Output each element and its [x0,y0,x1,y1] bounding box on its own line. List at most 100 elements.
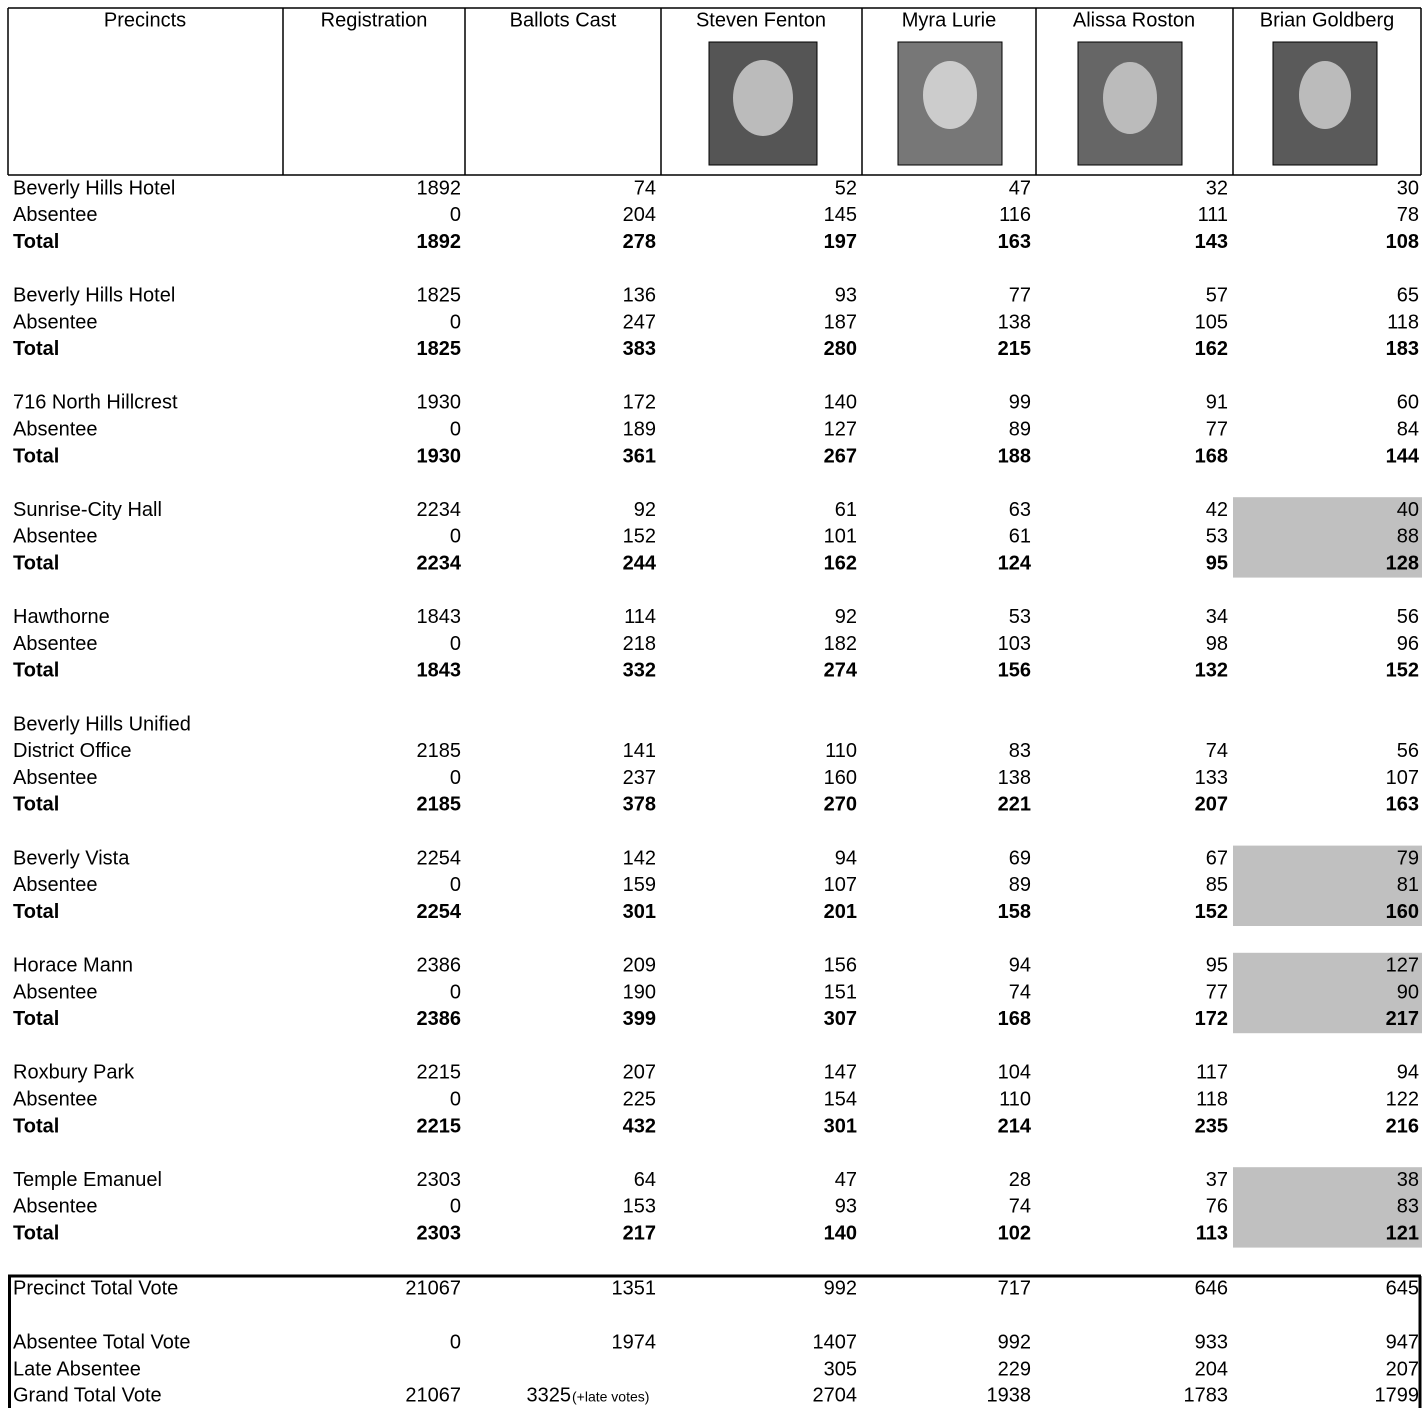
cell-value: 163 [998,231,1031,253]
column-header: Brian Goldberg [1260,9,1395,31]
cell-value: 79 [1397,847,1419,869]
cell-value: 108 [1386,231,1419,253]
cell-value: 2254 [417,847,462,869]
cell-value: 83 [1009,740,1031,762]
cell-value: 2215 [417,1062,462,1084]
cell-value: 2215 [417,1115,462,1137]
row-label: Absentee [13,204,98,226]
cell-value: 91 [1206,392,1228,414]
row-label: Horace Mann [13,954,133,976]
cell-value: 74 [1009,981,1031,1003]
cell-value: 2254 [417,901,462,923]
cell-value: 201 [824,901,857,923]
cell-value: 158 [998,901,1031,923]
cell-value: 1407 [813,1331,858,1353]
cell-value: 98 [1206,633,1228,655]
cell-value: 216 [1386,1115,1419,1137]
cell-value: 645 [1386,1277,1419,1299]
cell-value: 94 [835,847,857,869]
cell-value: 136 [623,284,656,306]
cell-value: 646 [1195,1277,1228,1299]
cell-value: 237 [623,767,656,789]
cell-value: 107 [1386,767,1419,789]
cell-value: 111 [1198,204,1228,226]
cell-value: 301 [623,901,656,923]
cell-value: 0 [450,526,461,548]
cell-value: 1843 [417,660,462,682]
cell-value: 207 [623,1062,656,1084]
cell-value: 217 [623,1222,656,1244]
cell-value: 190 [623,981,656,1003]
cell-value: 99 [1009,392,1031,414]
cell-value: 301 [824,1115,857,1137]
cell-value: 187 [824,311,857,333]
cell-value: 229 [998,1358,1031,1380]
cell-value: 56 [1397,740,1419,762]
cell-value: 121 [1386,1222,1419,1244]
cell-value: 61 [1009,526,1031,548]
cell-value: 116 [999,204,1031,226]
column-header: Precincts [104,9,186,31]
cell-value: 152 [1195,901,1228,923]
cell-value: 101 [824,526,857,548]
cell-value: 2234 [417,552,462,574]
row-label: Total [13,660,59,682]
cell-value: 141 [623,740,656,762]
cell-value: 133 [1195,767,1228,789]
cell-value: 92 [634,499,656,521]
cell-value: 3325 [527,1384,572,1406]
row-label: Absentee [13,1088,98,1110]
cell-value: 74 [634,177,656,199]
cell-value: 89 [1009,874,1031,896]
cell-value: 1892 [417,231,462,253]
cell-value: 432 [623,1115,656,1137]
cell-value: 2386 [417,1008,462,1030]
cell-value: 1938 [987,1384,1032,1406]
cell-value: 0 [450,874,461,896]
cell-value: 81 [1397,874,1419,896]
cell-value: 221 [998,794,1031,816]
cell-value: 1783 [1184,1384,1229,1406]
cell-value: 144 [1386,445,1420,467]
cell-value: 28 [1009,1169,1031,1191]
cell-value: 197 [824,231,857,253]
row-label: Hawthorne [13,606,110,628]
cell-value: 21067 [405,1384,461,1406]
cell-value: 225 [623,1088,656,1110]
cell-value: 114 [624,606,656,628]
cell-value: 88 [1397,526,1419,548]
cell-value: 118 [1387,311,1419,333]
cell-value: 274 [824,660,858,682]
row-label: Absentee [13,874,98,896]
cell-value: 138 [998,767,1031,789]
cell-value: 118 [1196,1088,1228,1110]
cell-value: 89 [1009,418,1031,440]
cell-value: 147 [824,1062,857,1084]
cell-value: 270 [824,794,857,816]
cell-value: 105 [1195,311,1228,333]
row-label: District Office [13,740,132,762]
cell-value: 218 [623,633,656,655]
column-header: Steven Fenton [696,9,826,31]
cell-value: 383 [623,338,656,360]
cell-value: 1843 [417,606,462,628]
cell-value: 104 [998,1062,1031,1084]
cell-value: 162 [824,552,857,574]
cell-value: 172 [1195,1008,1228,1030]
cell-value: 2234 [417,499,462,521]
cell-value: 107 [824,874,857,896]
cell-value: 142 [623,847,656,869]
cell-value: 189 [623,418,656,440]
cell-value: 1825 [417,338,462,360]
cell-value: 247 [623,311,656,333]
row-label: Beverly Hills Unified [13,713,191,735]
cell-value: 1799 [1375,1384,1420,1406]
cell-value: 83 [1397,1196,1419,1218]
cell-value: 64 [634,1169,656,1191]
row-label: Total [13,1008,59,1030]
cell-value: 160 [1386,901,1419,923]
cell-value: 96 [1397,633,1419,655]
cell-value: 140 [824,392,857,414]
cell-value: 2704 [813,1384,858,1406]
cell-value: 145 [824,204,857,226]
